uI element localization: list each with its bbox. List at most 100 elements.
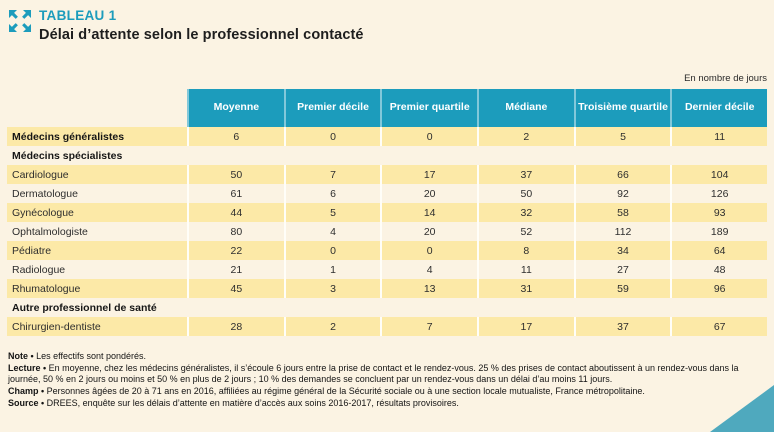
row-label: Cardiologue [12,168,69,181]
table-row: Pédiatre 22 0 0 8 34 64 [7,241,767,260]
value-cell: 45 [187,279,284,298]
title-group: TABLEAU 1 Délai d’attente selon le profe… [39,8,364,43]
value-cell: 112 [573,222,671,241]
table-row: Gynécologue 44 5 14 32 58 93 [7,203,767,222]
corner-triangle-decoration [710,385,774,432]
value-cell: 44 [187,203,284,222]
note-label: Lecture • [8,362,49,373]
label-column-spacer [7,89,187,127]
expand-icon[interactable] [9,10,31,32]
note-line: Champ • Personnes âgées de 20 à 71 ans e… [8,386,764,398]
table-header-row: Moyenne Premier décile Premier quartile Méd… [7,89,768,127]
unit-label: En nombre de jours [684,73,767,84]
value-cell: 14 [380,203,477,222]
value-cell: 0 [380,127,477,146]
value-cell: 22 [187,241,284,260]
value-cell: 0 [283,241,381,260]
note-line: Lecture • En moyenne, chez les médecins … [8,363,764,386]
footnotes: Note • Les effectifs sont pondérés. Lectu… [8,351,764,410]
column-header: Médiane [477,89,574,127]
note-text: Personnes âgées de 20 à 71 ans en 2016, … [46,386,645,397]
table-title: Délai d’attente selon le professionnel c… [39,27,364,43]
value-cell: 64 [670,241,767,260]
value-cell: 96 [670,279,767,298]
value-cell: 20 [380,222,477,241]
value-cell: 8 [477,241,574,260]
value-cell: 50 [187,165,284,184]
table-row: Médecins généralistes 6 0 0 2 5 11 [7,127,767,146]
row-label: Gynécologue [12,206,74,219]
value-cell: 126 [670,184,767,203]
value-cell: 58 [573,203,671,222]
value-cell: 0 [380,241,477,260]
row-label: Ophtalmologiste [12,225,88,238]
value-cell: 4 [283,222,381,241]
value-cell: 2 [283,317,381,336]
value-cell: 1 [283,260,381,279]
column-header: Dernier décile [670,89,768,127]
note-line: Note • Les effectifs sont pondérés. [8,351,764,363]
table-header-block: TABLEAU 1 Délai d’attente selon le profe… [9,8,364,43]
value-cell: 92 [573,184,671,203]
note-label: Note • [8,351,37,361]
column-header: Premier quartile [380,89,478,127]
value-cell: 17 [477,317,574,336]
value-cell: 7 [283,165,381,184]
row-label: Autre professionnel de santé [12,301,157,314]
table-row: Dermatologue 61 6 20 50 92 126 [7,184,767,203]
note-text: Les effectifs sont pondérés. [36,351,147,361]
value-cell: 50 [477,184,574,203]
value-cell: 28 [187,317,284,336]
row-label: Radiologue [12,263,66,276]
value-cell: 13 [380,279,477,298]
column-header: Premier décile [283,89,381,127]
value-cell: 104 [670,165,767,184]
value-cell: 5 [283,203,381,222]
value-cell: 93 [670,203,767,222]
row-label: Médecins généralistes [12,130,125,143]
value-cell: 17 [380,165,477,184]
row-label: Chirurgien-dentiste [12,320,101,333]
value-cell: 48 [670,260,767,279]
value-cell: 11 [670,127,767,146]
value-cell: 6 [283,184,381,203]
value-cell: 80 [187,222,284,241]
column-header: Troisième quartile [573,89,671,127]
table-row: Ophtalmologiste 80 4 20 52 112 189 [7,222,767,241]
data-table: Moyenne Premier décile Premier quartile Méd… [7,89,768,336]
value-cell: 5 [573,127,671,146]
note-text: En moyenne, chez les médecins généralist… [8,362,739,385]
value-cell: 27 [573,260,671,279]
value-cell: 2 [477,127,574,146]
column-header: Moyenne [187,89,284,127]
note-text: DREES, enquête sur les délais d’attente … [46,397,459,408]
table-row: Cardiologue 50 7 17 37 66 104 [7,165,767,184]
value-cell: 7 [380,317,477,336]
row-label: Médecins spécialistes [12,149,123,162]
value-cell: 6 [187,127,284,146]
note-label: Champ • [8,386,47,397]
value-cell: 59 [573,279,671,298]
value-cell: 67 [670,317,767,336]
value-cell: 21 [187,260,284,279]
row-label: Dermatologue [12,187,78,200]
note-label: Source • [8,397,47,408]
value-cell: 3 [283,279,381,298]
table-kicker: TABLEAU 1 [39,8,117,23]
value-cell: 0 [283,127,381,146]
section-row: Autre professionnel de santé [7,298,767,317]
value-cell: 32 [477,203,574,222]
value-cell: 31 [477,279,574,298]
value-cell: 37 [573,317,671,336]
value-cell: 61 [187,184,284,203]
note-line: Source • DREES, enquête sur les délais d… [8,398,764,410]
value-cell: 37 [477,165,574,184]
value-cell: 20 [380,184,477,203]
value-cell: 189 [670,222,767,241]
table-row: Rhumatologue 45 3 13 31 59 96 [7,279,767,298]
value-cell: 11 [477,260,574,279]
value-cell: 4 [380,260,477,279]
table-row: Chirurgien-dentiste 28 2 7 17 37 67 [7,317,767,336]
row-label: Rhumatologue [12,282,81,295]
